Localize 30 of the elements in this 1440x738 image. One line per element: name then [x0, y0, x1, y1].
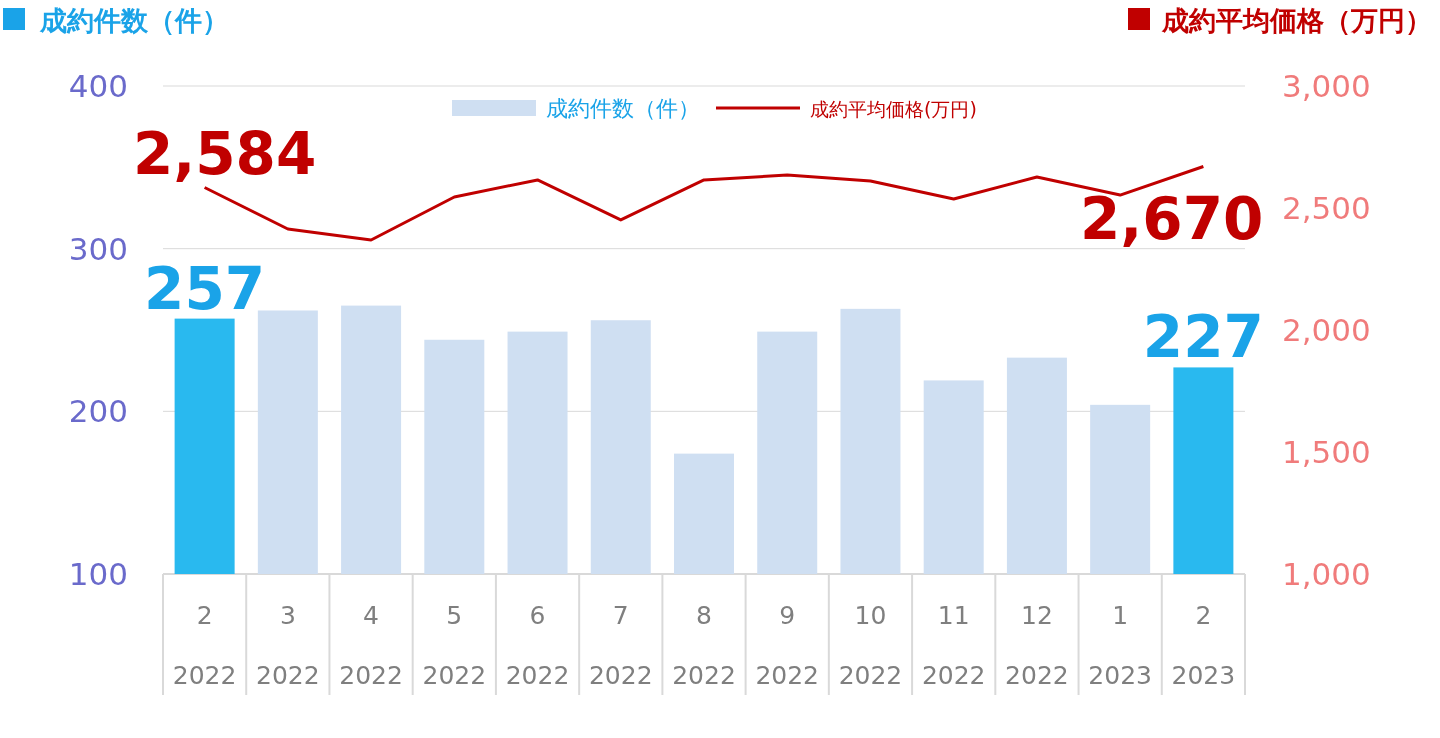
- legend-label: 成約平均価格(万円): [810, 98, 977, 120]
- category-label: 3 2022: [256, 601, 320, 690]
- category-label: 6 2022: [505, 601, 570, 690]
- category-label: 11 2022: [921, 601, 986, 690]
- y2-axis-title: 成約平均価格（万円）: [1161, 5, 1432, 36]
- category-label: 2 2022: [172, 601, 237, 690]
- y-tick-label: 100: [68, 556, 128, 592]
- data-label: 257: [144, 254, 266, 323]
- y-tick-label: 400: [68, 68, 128, 104]
- category-label: 4 2022: [339, 601, 403, 690]
- category-label: 5 2022: [422, 601, 487, 690]
- y2-tick-label: 1,500: [1282, 434, 1371, 470]
- category-label: 12 2022: [1005, 601, 1069, 690]
- category-label: 1 2023: [1088, 601, 1152, 690]
- category-label: 2 2023: [1171, 601, 1236, 690]
- y2-tick-label: 2,000: [1282, 312, 1371, 348]
- category-label: 8 2022: [672, 601, 736, 690]
- data-label: 2,584: [132, 119, 317, 188]
- y2-tick-label: 2,500: [1282, 190, 1371, 226]
- category-label: 10 2022: [838, 601, 903, 690]
- legend-label: 成約件数（件）: [546, 96, 700, 121]
- y-tick-label: 300: [68, 230, 128, 267]
- data-label: 2,670: [1079, 184, 1264, 253]
- y-tick-label: 200: [68, 393, 128, 430]
- category-label: 7 2022: [588, 601, 653, 690]
- y2-tick-label: 1,000: [1282, 556, 1371, 592]
- y2-tick-label: 3,000: [1282, 68, 1371, 104]
- y-axis-title: 成約件数（件）: [39, 5, 229, 36]
- data-label: 227: [1142, 303, 1264, 372]
- category-label: 9 2022: [755, 601, 820, 690]
